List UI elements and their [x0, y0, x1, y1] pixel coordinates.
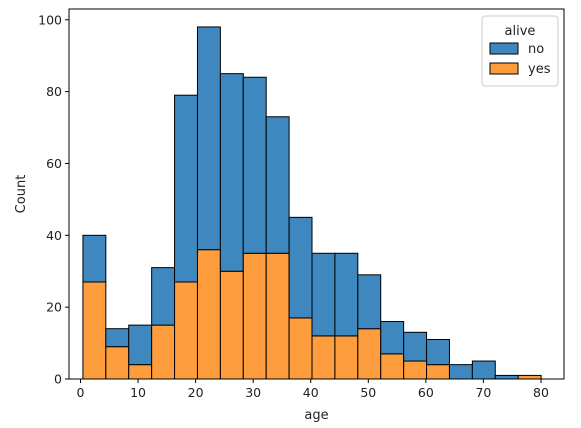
bar-no-bin-2 — [128, 324, 153, 366]
x-axis: 0 10 20 30 40 50 60 70 80 — [77, 379, 549, 400]
bar-no-bin-15 — [426, 338, 450, 366]
x-tick-label: 40 — [303, 385, 319, 400]
bar-no-bin-0 — [82, 234, 107, 283]
legend-swatch-no — [489, 42, 519, 55]
bar-no-bin-13 — [380, 321, 405, 355]
bar-yes-bin-9 — [288, 317, 313, 380]
bar-no-bin-8 — [265, 116, 290, 254]
x-tick-label: 80 — [533, 385, 549, 400]
y-tick-label: 80 — [46, 84, 62, 99]
bar-yes-bin-15 — [426, 364, 450, 380]
bar-no-bin-7 — [242, 76, 267, 254]
x-tick-label: 0 — [77, 385, 85, 400]
bar-no-bin-3 — [151, 267, 176, 326]
bar-yes-bin-7 — [242, 252, 267, 380]
bar-yes-bin-3 — [151, 324, 176, 380]
x-axis-title: age — [304, 408, 328, 423]
bar-yes-bin-0 — [82, 281, 107, 380]
bar-yes-bin-10 — [311, 335, 336, 380]
bar-no-bin-11 — [334, 252, 359, 337]
bar-no-bin-9 — [288, 216, 313, 319]
bar-yes-bin-12 — [357, 328, 382, 380]
bar-no-bin-4 — [174, 94, 198, 283]
bar-no-bin-12 — [357, 274, 382, 330]
x-tick-label: 20 — [188, 385, 204, 400]
y-tick-label: 0 — [54, 372, 62, 387]
bar-no-bin-18 — [494, 374, 519, 380]
legend-swatch-yes — [489, 62, 519, 75]
x-tick-label: 70 — [475, 385, 491, 400]
x-tick-label: 60 — [418, 385, 434, 400]
bar-yes-bin-2 — [128, 364, 153, 380]
bar-yes-bin-14 — [403, 360, 428, 380]
bar-yes-bin-13 — [380, 353, 405, 380]
plot-frame — [68, 8, 565, 380]
y-tick-label: 40 — [46, 228, 62, 243]
bar-no-bin-17 — [471, 360, 496, 380]
bar-yes-bin-1 — [105, 346, 130, 380]
bar-yes-bin-4 — [174, 281, 198, 380]
y-axis: 0 20 40 60 80 100 — [38, 12, 69, 387]
bar-no-bin-16 — [448, 364, 473, 380]
x-tick-label: 50 — [360, 385, 376, 400]
bar-yes-bin-8 — [265, 252, 290, 380]
bar-no-bin-1 — [105, 328, 130, 348]
bar-yes-bin-11 — [334, 335, 359, 380]
bar-no-bin-6 — [219, 73, 244, 272]
y-tick-label: 60 — [46, 156, 62, 171]
bar-no-bin-14 — [403, 331, 428, 362]
x-tick-label: 10 — [130, 385, 146, 400]
legend-label-no: no — [528, 42, 544, 57]
bar-no-bin-5 — [196, 26, 221, 251]
y-tick-label: 100 — [38, 12, 62, 27]
bar-yes-bin-5 — [196, 249, 221, 380]
bars-layer — [82, 26, 542, 380]
x-tick-label: 30 — [245, 385, 261, 400]
bar-no-bin-10 — [311, 252, 336, 337]
legend: alive no yes — [481, 15, 559, 87]
bar-yes-bin-19 — [517, 374, 542, 380]
legend-title: alive — [505, 24, 536, 39]
y-tick-label: 20 — [46, 300, 62, 315]
legend-label-yes: yes — [528, 62, 551, 77]
y-axis-title: Count — [14, 175, 29, 214]
bar-yes-bin-6 — [219, 270, 244, 380]
